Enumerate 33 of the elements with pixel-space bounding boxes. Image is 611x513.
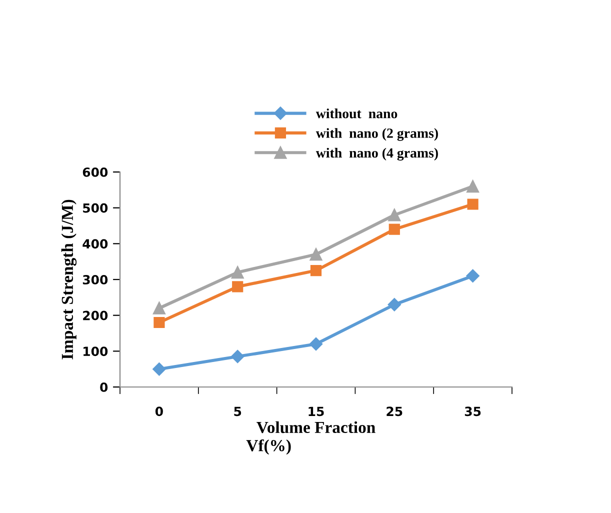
point (466, 180, 480, 193)
x-axis-title: Volume Fraction (256, 421, 376, 434)
point (388, 298, 401, 312)
point (232, 281, 244, 292)
text: Vf(%) (246, 439, 291, 455)
x-tick-label: 0 (155, 406, 163, 416)
point (388, 224, 400, 235)
point (388, 208, 401, 222)
x-tick-label: 15 (308, 406, 324, 416)
y-tick-label: 600 (82, 167, 108, 177)
y-axis-title: Impact Strength (J/M) (61, 200, 77, 360)
point (467, 198, 478, 210)
point (310, 248, 322, 261)
point (152, 302, 166, 314)
point (154, 316, 165, 328)
point (466, 269, 480, 283)
y-tick-label: 100 (84, 346, 108, 356)
point (310, 264, 322, 276)
point (152, 362, 166, 376)
x-tick-label: 35 (464, 406, 481, 416)
legend-label: without nano (316, 108, 398, 118)
y-tick-label: 300 (82, 274, 108, 284)
x-tick-label: 25 (386, 406, 402, 416)
legend-label: with nano (2 grams) (316, 128, 438, 141)
y-tick-label: 500 (83, 203, 108, 213)
y-tick-label: 200 (83, 310, 108, 320)
y-tick-label: 0 (100, 382, 108, 392)
point (309, 337, 323, 351)
point (231, 266, 244, 279)
legend-label: with nano (4 grams) (316, 148, 438, 161)
y-tick-label: 400 (82, 239, 108, 249)
point (231, 350, 244, 364)
x-tick-label: 5 (234, 406, 242, 416)
